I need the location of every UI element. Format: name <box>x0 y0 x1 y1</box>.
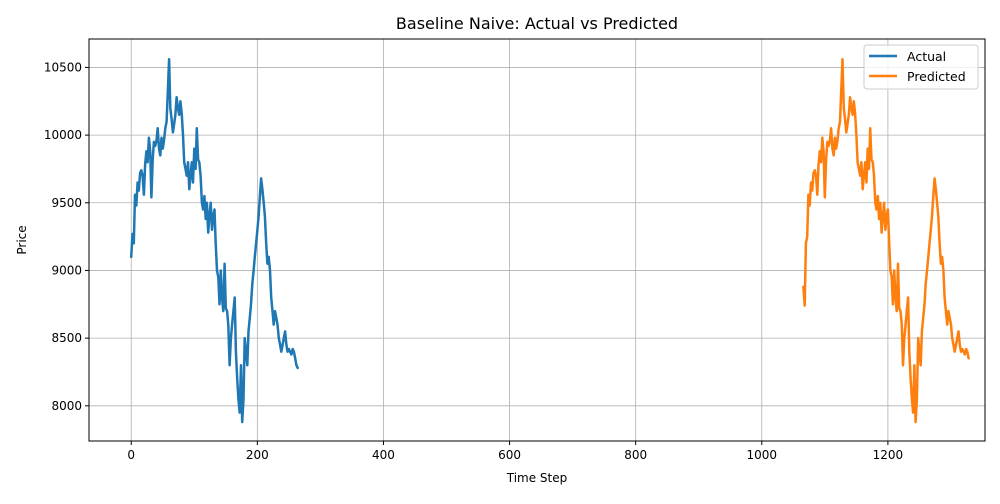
y-tick-label: 8000 <box>51 399 82 413</box>
chart-title: Baseline Naive: Actual vs Predicted <box>396 14 678 33</box>
y-tick-label: 10000 <box>44 128 82 142</box>
plot-frame <box>88 38 986 442</box>
x-tick-label: 0 <box>127 448 135 462</box>
x-axis-label: Time Step <box>506 471 568 485</box>
y-tick-label: 9500 <box>51 196 82 210</box>
x-tick-label: 400 <box>372 448 395 462</box>
y-tick-label: 8500 <box>51 331 82 345</box>
series-layer <box>129 58 970 424</box>
legend-label-predicted: Predicted <box>907 69 966 84</box>
x-axis-ticks: 0 200 400 600 800 1000 1200 <box>127 441 903 462</box>
x-tick-label: 200 <box>246 448 269 462</box>
legend: Actual Predicted <box>863 44 979 90</box>
y-axis-ticks: 8000 8500 9000 9500 10000 10500 <box>44 60 89 413</box>
x-tick-label: 1000 <box>747 448 778 462</box>
x-tick-label: 800 <box>624 448 647 462</box>
y-tick-label: 10500 <box>44 60 82 74</box>
x-tick-label: 600 <box>498 448 521 462</box>
y-axis-label: Price <box>15 225 29 254</box>
x-tick-label: 1200 <box>873 448 904 462</box>
series-line-actual <box>129 58 299 424</box>
series-line-predicted <box>802 58 970 424</box>
legend-label-actual: Actual <box>907 49 946 64</box>
grid-layer <box>89 39 985 441</box>
y-tick-label: 9000 <box>51 263 82 277</box>
